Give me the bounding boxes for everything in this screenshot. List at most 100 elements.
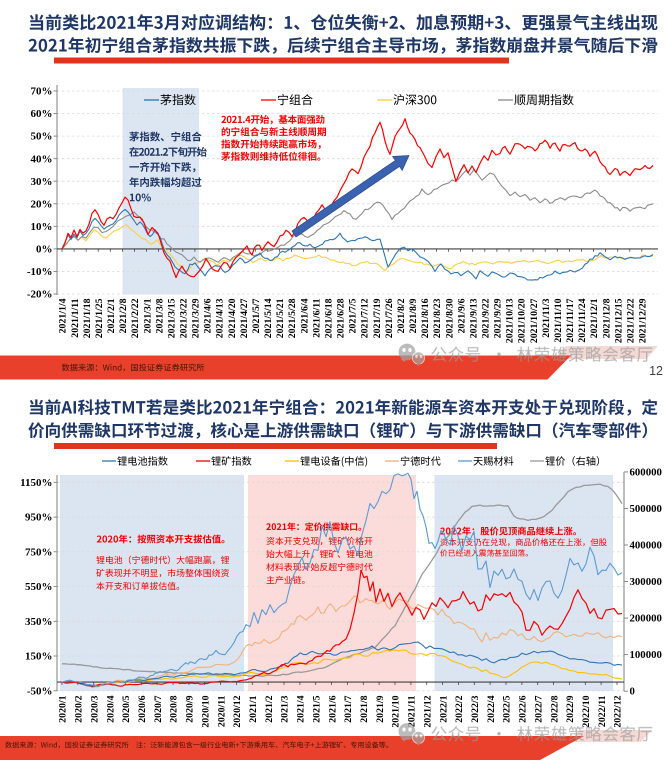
svg-text:2021/6/11: 2021/6/11 (311, 298, 322, 337)
svg-text:2021/6/18: 2021/6/18 (324, 298, 335, 338)
svg-text:2021/3/8: 2021/3/8 (154, 298, 165, 333)
svg-text:2021/3/15: 2021/3/15 (166, 298, 177, 338)
svg-text:2021/8: 2021/8 (359, 695, 370, 722)
svg-text:2021/3/1: 2021/3/1 (142, 298, 153, 333)
svg-text:2021/8/2: 2021/8/2 (396, 298, 407, 333)
svg-text:2021/6/28: 2021/6/28 (336, 298, 347, 338)
svg-text:2021/11/17: 2021/11/17 (565, 298, 576, 342)
svg-text:2021/11/3: 2021/11/3 (541, 298, 552, 337)
svg-text:30%: 30% (31, 176, 53, 188)
svg-text:2021/4: 2021/4 (296, 695, 307, 722)
svg-text:2021/12/15: 2021/12/15 (613, 298, 624, 343)
svg-text:2021/2/1: 2021/2/1 (106, 298, 117, 333)
svg-text:2021/12/1: 2021/12/1 (589, 298, 600, 338)
svg-text:2021/4/20: 2021/4/20 (227, 298, 238, 338)
svg-text:2021/8/23: 2021/8/23 (432, 298, 443, 338)
svg-text:2021/7/26: 2021/7/26 (384, 298, 395, 338)
svg-text:2021/11: 2021/11 (407, 695, 418, 727)
svg-text:2022/3: 2022/3 (470, 695, 481, 722)
svg-text:2020/11: 2020/11 (216, 695, 227, 727)
svg-text:2021/8/30: 2021/8/30 (444, 298, 455, 338)
svg-text:2022/1: 2022/1 (438, 695, 449, 722)
svg-text:2021/3/22: 2021/3/22 (179, 298, 190, 338)
svg-text:2020/10: 2020/10 (200, 695, 211, 727)
svg-text:2021/7: 2021/7 (343, 695, 354, 722)
svg-text:2021/1: 2021/1 (248, 695, 259, 722)
svg-text:2020/7: 2020/7 (153, 695, 164, 722)
svg-text:2021/1/4: 2021/1/4 (58, 298, 69, 333)
svg-text:2021/9/29: 2021/9/29 (493, 298, 504, 338)
svg-text:2021/9/22: 2021/9/22 (481, 298, 492, 338)
svg-text:2021/12/8: 2021/12/8 (601, 298, 612, 338)
svg-text:2021/2: 2021/2 (264, 695, 275, 722)
svg-text:2022/10: 2022/10 (581, 695, 592, 727)
svg-text:400000: 400000 (630, 540, 662, 552)
svg-text:2020/9: 2020/9 (185, 695, 196, 722)
svg-text:2021/8/9: 2021/8/9 (408, 298, 419, 333)
svg-text:2021/12/29: 2021/12/29 (638, 298, 649, 343)
svg-text:2022/7: 2022/7 (533, 695, 544, 722)
svg-text:2021/11/24: 2021/11/24 (577, 298, 588, 342)
svg-text:2021/3/29: 2021/3/29 (191, 298, 202, 338)
svg-text:2022/5: 2022/5 (502, 695, 513, 722)
svg-text:2021/7/5: 2021/7/5 (348, 298, 359, 333)
svg-text:2021/5/14: 2021/5/14 (263, 298, 274, 338)
svg-text:2021/4/13: 2021/4/13 (215, 298, 226, 338)
svg-text:2020/3: 2020/3 (89, 695, 100, 722)
svg-text:2021/9: 2021/9 (375, 695, 386, 722)
svg-text:2022/6: 2022/6 (518, 695, 529, 722)
svg-text:-20%: -20% (27, 289, 53, 301)
svg-text:2021/1/11: 2021/1/11 (70, 298, 81, 337)
svg-text:2021/4/6: 2021/4/6 (203, 298, 214, 333)
svg-text:2020/5: 2020/5 (121, 695, 132, 722)
svg-text:2021/1/25: 2021/1/25 (94, 298, 105, 338)
svg-text:300000: 300000 (630, 576, 662, 588)
svg-text:2022/9: 2022/9 (565, 695, 576, 722)
svg-text:2021/9/6: 2021/9/6 (456, 298, 467, 333)
svg-text:50%: 50% (31, 131, 53, 143)
svg-text:150%: 150% (25, 651, 53, 663)
svg-text:70%: 70% (31, 86, 53, 98)
svg-text:2021/12/22: 2021/12/22 (626, 298, 637, 343)
svg-text:100000: 100000 (630, 649, 662, 661)
svg-text:500000: 500000 (630, 503, 662, 515)
svg-text:1150%: 1150% (20, 477, 52, 489)
svg-text:2021/10/20: 2021/10/20 (517, 298, 528, 343)
svg-text:350%: 350% (25, 616, 53, 628)
svg-text:2021/10: 2021/10 (391, 695, 402, 727)
svg-text:2021/5/7: 2021/5/7 (251, 298, 262, 333)
svg-text:2022/12: 2022/12 (613, 695, 624, 727)
svg-text:0: 0 (630, 686, 635, 698)
svg-text:600000: 600000 (630, 466, 662, 478)
svg-text:2021/9/13: 2021/9/13 (468, 298, 479, 338)
svg-text:2020/2: 2020/2 (74, 695, 85, 722)
svg-text:2021/6/4: 2021/6/4 (299, 298, 310, 333)
svg-text:2021/10/27: 2021/10/27 (529, 298, 540, 343)
svg-text:2021/10/13: 2021/10/13 (505, 298, 516, 343)
svg-text:2021/1/18: 2021/1/18 (82, 298, 93, 338)
svg-text:2022/4: 2022/4 (486, 695, 497, 722)
svg-text:2021/7/19: 2021/7/19 (372, 298, 383, 338)
svg-text:2021/6: 2021/6 (327, 695, 338, 722)
svg-text:750%: 750% (25, 546, 53, 558)
svg-text:-10%: -10% (27, 266, 53, 278)
svg-text:-50%: -50% (27, 685, 53, 697)
svg-text:20%: 20% (31, 198, 53, 210)
svg-text:200000: 200000 (630, 613, 662, 625)
svg-text:2021/7/12: 2021/7/12 (360, 298, 371, 338)
svg-text:2021/3: 2021/3 (280, 695, 291, 722)
svg-text:2022/8: 2022/8 (549, 695, 560, 722)
svg-text:40%: 40% (31, 153, 53, 165)
svg-text:2021/2/22: 2021/2/22 (130, 298, 141, 338)
svg-text:2020/4: 2020/4 (105, 695, 116, 722)
svg-text:2020/12: 2020/12 (232, 695, 243, 727)
svg-text:2022/2: 2022/2 (454, 695, 465, 722)
svg-text:550%: 550% (25, 581, 53, 593)
svg-text:2021/4/27: 2021/4/27 (239, 298, 250, 338)
svg-text:60%: 60% (31, 108, 53, 120)
svg-text:2021/12: 2021/12 (422, 695, 433, 727)
svg-text:950%: 950% (25, 512, 53, 524)
svg-text:12: 12 (649, 364, 663, 378)
svg-text:2020/1: 2020/1 (58, 695, 69, 722)
svg-text:0%: 0% (36, 244, 53, 256)
